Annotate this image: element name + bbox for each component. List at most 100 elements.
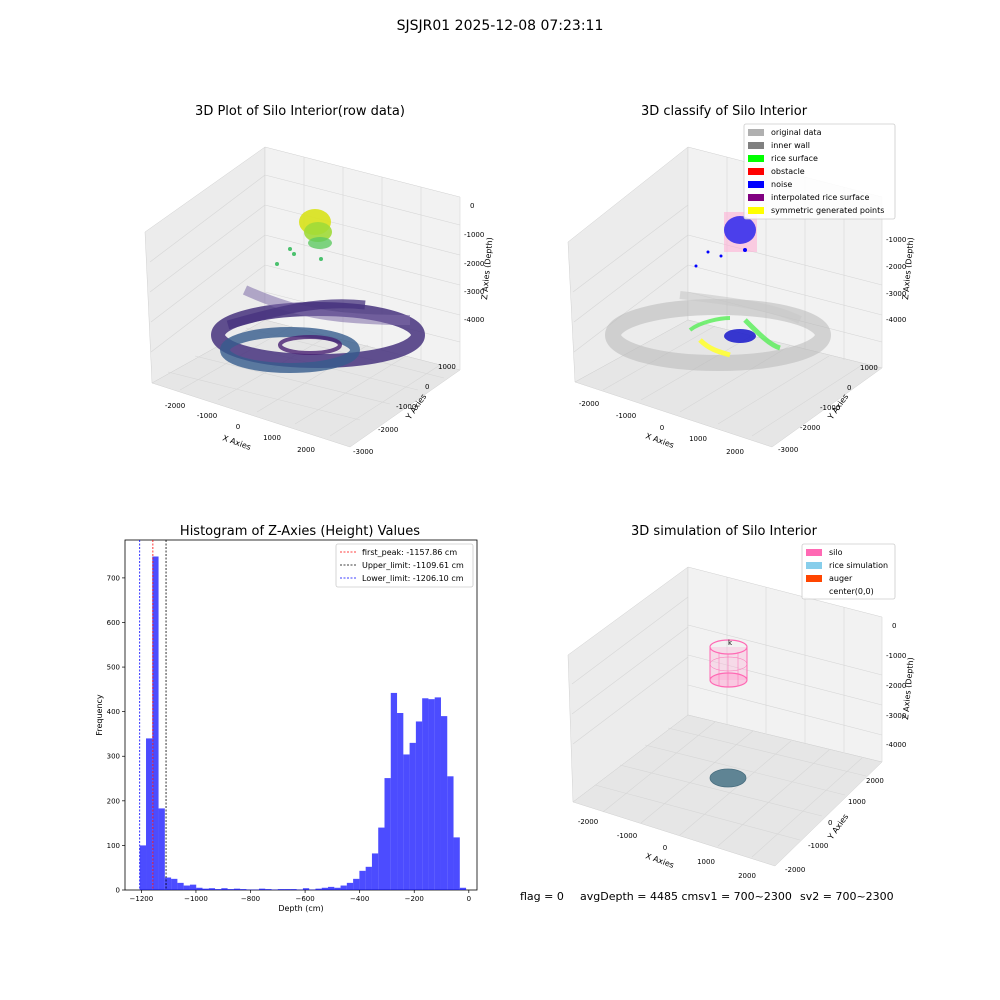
histogram-bar (440, 716, 448, 890)
y-tick-label: 300 (107, 753, 120, 761)
legend-swatch (748, 207, 764, 214)
simulation-y-label: Y Axies (826, 812, 851, 842)
svg-text:1000: 1000 (697, 858, 715, 866)
silo-cylinder (709, 639, 748, 688)
histogram-legend: first_peak: -1157.86 cm Upper_limit: -11… (335, 543, 474, 588)
simulation-legend-items: silo rice simulation auger center(0,0) (806, 546, 898, 598)
simulation-x-ticks: -2000 -1000 0 1000 2000 (578, 818, 756, 880)
histogram-bar (447, 776, 454, 890)
simulation-z-label: Z Axies (Depth) (901, 657, 915, 720)
y-tick-label: 200 (107, 797, 120, 805)
histogram-bar (346, 882, 354, 890)
legend-swatch (748, 168, 764, 175)
histogram-bar (152, 556, 159, 890)
simulation-3d-plot: k -2000 -1000 0 1000 2000 2000 1000 0 -1… (567, 543, 915, 880)
y-tick-label: 500 (107, 664, 120, 672)
svg-text:-2000: -2000 (464, 260, 484, 268)
y-tick-label: 700 (107, 574, 120, 582)
legend-swatch (748, 155, 764, 162)
histogram-bar (390, 692, 398, 890)
histogram-bars (139, 556, 467, 890)
histogram-bar (202, 888, 209, 890)
histogram-bar (403, 754, 410, 890)
x-tick-label: −800 (241, 895, 260, 903)
histogram-bar (277, 889, 285, 890)
legend-entry: auger (806, 572, 898, 585)
histogram-bar (378, 827, 385, 890)
svg-text:-2000: -2000 (800, 424, 820, 432)
histogram-bar (459, 887, 467, 890)
svg-text:-1000: -1000 (886, 652, 906, 660)
histogram-bar (233, 888, 241, 890)
legend-label: interpolated rice surface (771, 193, 870, 202)
simulation-gridlines (571, 577, 883, 858)
svg-text:-1000: -1000 (464, 231, 484, 239)
svg-text:0: 0 (660, 424, 664, 432)
svg-text:-3000: -3000 (464, 288, 484, 296)
svg-text:2000: 2000 (866, 777, 884, 785)
x-tick-label: −1200 (130, 895, 154, 903)
legend-entry: obstacle (748, 165, 898, 178)
classify-plot-title: 3D classify of Silo Interior (640, 104, 808, 119)
legend-swatch (748, 129, 764, 136)
histogram-y-ticks: 0 100 200 300 400 500 600 700 (107, 574, 125, 895)
histogram-bar (221, 888, 228, 890)
histogram-bar (453, 837, 460, 890)
histogram-x-ticks: −1200 −1000 −800 −600 −400 −200 0 (130, 890, 471, 903)
histogram-bar (208, 888, 216, 890)
histogram-bar (321, 887, 329, 890)
simulation-floor-pane (572, 714, 883, 867)
raw-x-label: X Axies (221, 433, 252, 452)
histogram-bar (189, 884, 197, 890)
classify-legend-items: original data inner wall rice surface obsta… (748, 126, 898, 217)
svg-text:0: 0 (236, 423, 240, 431)
classify-x-ticks: -2000 -1000 0 1000 2000 (579, 400, 744, 456)
histogram-title: Histogram of Z-Axies (Height) Values (179, 524, 421, 539)
histogram-bar (359, 870, 366, 890)
y-tick-label: 400 (107, 708, 120, 716)
legend-label: silo (829, 548, 843, 557)
legend-label: auger (829, 574, 853, 583)
legend-entry: silo (806, 546, 898, 559)
simulation-plot-title: 3D simulation of Silo Interior (631, 524, 817, 539)
legend-first-peak: first_peak: -1157.86 cm (362, 548, 457, 557)
legend-entry: original data (748, 126, 898, 139)
classify-y-ticks: 1000 0 -1000 -2000 -3000 (778, 364, 878, 454)
svg-text:2000: 2000 (297, 446, 315, 454)
histogram-threshold-lines (139, 540, 167, 890)
raw-z-ticks: 0 -1000 -2000 -3000 -4000 (464, 202, 484, 324)
svg-text:1000: 1000 (848, 798, 866, 806)
svg-text:-2000: -2000 (378, 426, 398, 434)
svg-text:-4000: -4000 (886, 316, 906, 324)
legend-label: original data (771, 128, 822, 137)
y-tick-label: 0 (116, 887, 120, 895)
classify-z-label: Z Axies (Depth) (901, 237, 915, 300)
simulation-legend (801, 543, 896, 600)
legend-lower-limit: Lower_limit: -1206.10 cm (362, 574, 464, 583)
legend-label: rice surface (771, 154, 818, 163)
histogram-bar (334, 887, 341, 890)
classify-z-ticks: -1000 -2000 -3000 -4000 (886, 236, 906, 324)
svg-text:1000: 1000 (263, 434, 281, 442)
svg-text:-2000: -2000 (886, 263, 906, 271)
histogram-bar (139, 845, 147, 890)
histogram-bar (428, 699, 435, 890)
y-tick-label: 100 (107, 842, 120, 850)
legend-swatch (748, 142, 764, 149)
raw-x-ticks: -2000 -1000 0 1000 2000 (165, 402, 315, 454)
rice-simulation-disc (709, 768, 747, 788)
svg-text:0: 0 (828, 819, 832, 827)
svg-text:-3000: -3000 (886, 712, 906, 720)
legend-entry: symmetric generated points (748, 204, 898, 217)
histogram-bar (340, 885, 347, 890)
svg-text:0: 0 (892, 622, 896, 630)
svg-text:-1000: -1000 (820, 404, 840, 412)
histogram-bar (365, 866, 372, 890)
svg-text:-2000: -2000 (886, 682, 906, 690)
legend-entry: center(0,0) (806, 585, 898, 598)
simulation-z-ticks: 0 -1000 -2000 -3000 -4000 (886, 622, 906, 749)
histogram-bar (315, 888, 322, 890)
legend-entry: rice simulation (806, 559, 898, 572)
histogram-bar (196, 887, 203, 890)
